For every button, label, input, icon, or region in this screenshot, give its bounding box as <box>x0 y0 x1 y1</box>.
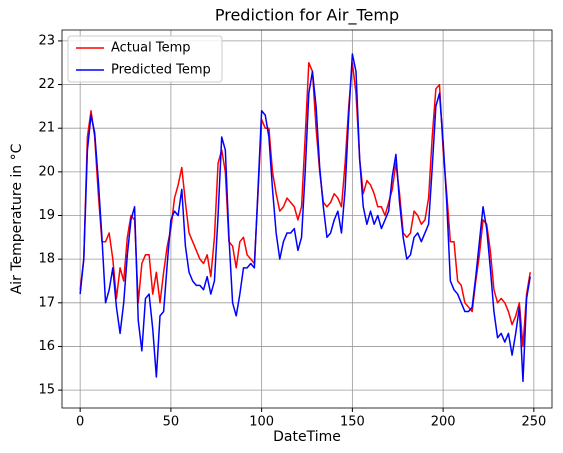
chart-title: Prediction for Air_Temp <box>215 6 399 26</box>
y-tick-label: 19 <box>38 208 55 223</box>
y-tick-label: 18 <box>38 252 55 267</box>
x-tick-label: 50 <box>163 415 180 430</box>
x-tick-label: 200 <box>431 415 456 430</box>
y-axis-label: Air Temperature in °C <box>9 143 25 294</box>
plot-frame <box>61 29 553 409</box>
x-axis-label: DateTime <box>273 429 341 445</box>
x-tick-label: 250 <box>521 415 546 430</box>
y-tick-label: 23 <box>38 33 55 48</box>
legend-label: Predicted Temp <box>111 63 211 78</box>
legend-box <box>67 35 223 83</box>
y-tick-label: 17 <box>38 295 55 310</box>
x-tick-label: 100 <box>249 415 274 430</box>
y-tick-label: 21 <box>38 121 55 136</box>
x-tick-label: 150 <box>340 415 365 430</box>
y-tick-label: 20 <box>38 164 55 179</box>
y-tick-label: 15 <box>38 383 55 398</box>
y-tick-label: 22 <box>38 77 55 92</box>
legend-label: Actual Temp <box>111 41 191 56</box>
y-tick-label: 16 <box>38 339 55 354</box>
data-line <box>79 53 531 383</box>
data-line <box>79 61 531 348</box>
x-tick-label: 0 <box>76 415 84 430</box>
